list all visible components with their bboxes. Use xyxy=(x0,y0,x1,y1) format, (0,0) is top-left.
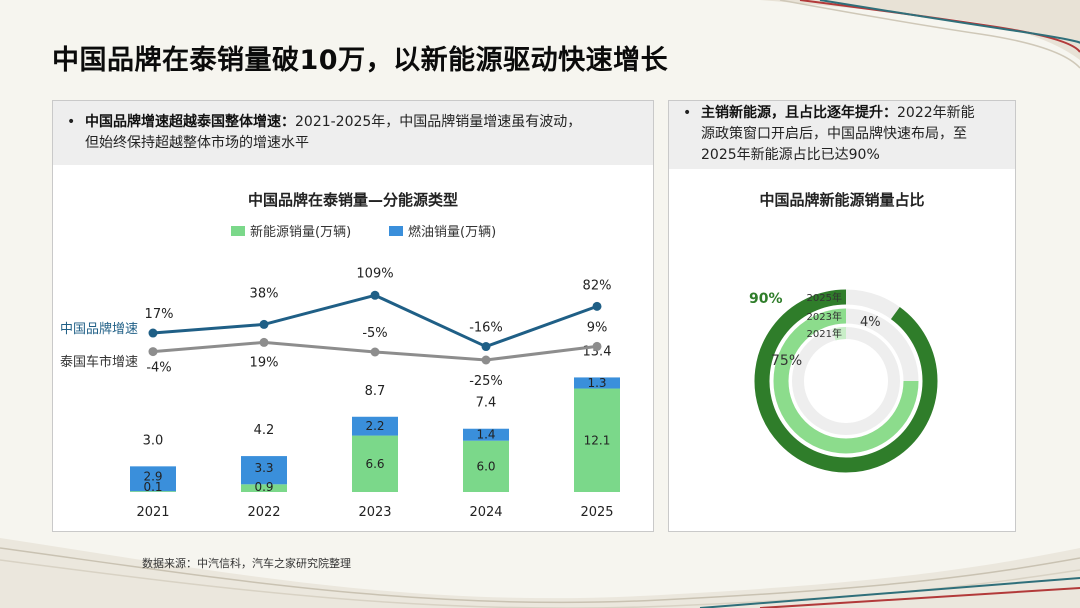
brand-growth-label-2025: 82% xyxy=(583,278,612,293)
bar-label-fuel-2022: 3.3 xyxy=(254,461,273,475)
left-note-text1: 2021-2025年，中国品牌销量增速虽有波动， xyxy=(295,114,582,130)
point-brand-2021 xyxy=(148,328,158,338)
legend-swatch-fuel xyxy=(389,225,403,236)
right-note-text3: 2025年新能源占比已达90% xyxy=(701,147,880,163)
ring-arc-2025年 xyxy=(754,289,938,473)
data-source: 数据来源：中汽信科，汽车之家研究院整理 xyxy=(142,557,351,570)
brand-growth-label-2024: -16% xyxy=(469,321,503,336)
series-label-thai: 泰国车市增速 xyxy=(60,354,138,370)
ring-track-2021年 xyxy=(792,327,900,435)
x-tick-2023: 2023 xyxy=(358,505,391,520)
thai-growth-label-2023: -5% xyxy=(362,326,387,341)
bar-total-2021: 3.0 xyxy=(143,433,164,448)
ring-year-label-2025年: 2025年 xyxy=(807,291,842,304)
legend-label-fuel: 燃油销量(万辆) xyxy=(408,225,497,240)
ring-value-label-2021: 4% xyxy=(860,315,881,330)
right-note-text1: 2022年新能 xyxy=(897,105,975,121)
bar-fuel-2024 xyxy=(463,428,509,441)
bar-total-2022: 4.2 xyxy=(254,423,275,438)
x-tick-2021: 2021 xyxy=(136,505,169,520)
left-note-text2: 但始终保持超越整体市场的增速水平 xyxy=(85,135,309,151)
bar-fuel-2022 xyxy=(241,456,287,485)
thai-growth-label-2021: -4% xyxy=(146,361,171,376)
bar-label-fuel-2023: 2.2 xyxy=(365,419,384,433)
point-brand-2023 xyxy=(370,290,380,300)
thai-growth-label-2024: -25% xyxy=(469,374,503,389)
left-note-bold: 中国品牌增速超越泰国整体增速： xyxy=(85,114,295,130)
bar-label-nev-2024: 6.0 xyxy=(476,459,495,473)
x-tick-2024: 2024 xyxy=(469,505,502,520)
bar-label-fuel-2025: 1.3 xyxy=(587,376,606,390)
point-brand-2025 xyxy=(592,301,602,311)
legend-item-fuel: 燃油销量(万辆) xyxy=(389,221,496,240)
right-note-bold: 主销新能源，且占比逐年提升： xyxy=(701,105,897,121)
right-note-text2: 源政策窗口开启后，中国品牌快速布局，至 xyxy=(701,126,967,142)
bar-nev-2023 xyxy=(352,435,398,492)
bullet-dot: • xyxy=(67,114,76,130)
point-thai-2024 xyxy=(481,355,491,365)
bar-total-2024: 7.4 xyxy=(476,396,497,411)
legend-item-nev: 新能源销量(万辆) xyxy=(231,221,351,240)
bar-label-nev-2021: 0.1 xyxy=(143,480,162,494)
point-thai-2023 xyxy=(370,347,380,357)
ring-year-label-2023年: 2023年 xyxy=(807,310,842,323)
x-tick-2025: 2025 xyxy=(580,505,613,520)
bar-label-nev-2022: 0.9 xyxy=(254,480,273,494)
right-note: • 主销新能源，且占比逐年提升：2022年新能 源政策窗口开启后，中国品牌快速布… xyxy=(669,101,1015,169)
legend-swatch-nev xyxy=(231,225,245,236)
bar-nev-2021 xyxy=(130,491,176,492)
brand-growth-label-2023: 109% xyxy=(356,266,393,281)
brand-growth-label-2021: 17% xyxy=(145,307,174,322)
thai-growth-label-2022: 19% xyxy=(250,355,279,370)
right-chart-title: 中国品牌新能源销量占比 xyxy=(759,191,925,209)
left-note: • 中国品牌增速超越泰国整体增速：2021-2025年，中国品牌销量增速虽有波动… xyxy=(53,101,653,165)
point-thai-2025 xyxy=(592,341,602,351)
bar-label-fuel-2021: 2.9 xyxy=(143,470,162,484)
point-brand-2022 xyxy=(259,319,269,329)
ring-value-label-2025: 90% xyxy=(749,291,783,307)
ring-arc-2023年 xyxy=(773,308,919,454)
thai-growth-label-2025: 9% xyxy=(587,320,608,335)
bar-fuel-2021 xyxy=(130,466,176,492)
bar-label-fuel-2024: 1.4 xyxy=(476,428,495,442)
left-chart-title: 中国品牌在泰销量—分能源类型 xyxy=(247,191,458,209)
bar-nev-2024 xyxy=(463,440,509,492)
point-brand-2024 xyxy=(481,342,491,352)
point-thai-2021 xyxy=(148,347,158,357)
brand-growth-label-2022: 38% xyxy=(250,286,279,301)
series-label-brand: 中国品牌增速 xyxy=(60,321,138,337)
ring-arc-2021年 xyxy=(832,327,847,341)
bar-label-nev-2023: 6.6 xyxy=(365,457,384,471)
bar-nev-2025 xyxy=(574,388,620,492)
bar-fuel-2023 xyxy=(352,416,398,436)
point-thai-2022 xyxy=(259,337,269,347)
ring-year-label-2021年: 2021年 xyxy=(807,327,842,340)
legend-label-nev: 新能源销量(万辆) xyxy=(250,225,352,240)
page-title: 中国品牌在泰销量破10万，以新能源驱动快速增长 xyxy=(52,45,669,76)
bar-total-2023: 8.7 xyxy=(365,384,386,399)
bar-fuel-2025 xyxy=(574,377,620,389)
bullet-dot: • xyxy=(683,105,692,121)
bar-label-nev-2025: 12.1 xyxy=(584,433,611,447)
ring-value-label-2023: 75% xyxy=(771,353,802,369)
x-tick-2022: 2022 xyxy=(247,505,280,520)
bar-nev-2022 xyxy=(241,484,287,492)
